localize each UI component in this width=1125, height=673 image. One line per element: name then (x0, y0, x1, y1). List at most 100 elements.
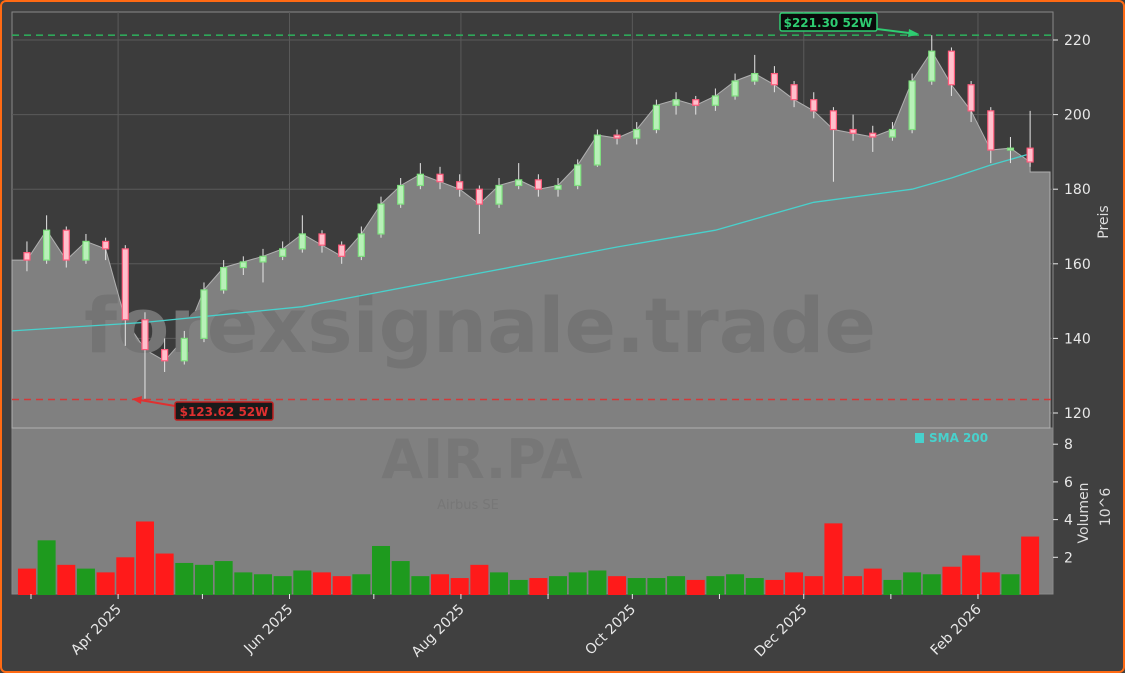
52w-lines (12, 34, 1053, 401)
candle-body (987, 110, 995, 151)
volume-bar (824, 523, 843, 595)
volume-bar (490, 572, 509, 595)
volume-tick-label: 4 (1064, 513, 1073, 529)
candle-body (456, 181, 464, 190)
volume-bar (155, 553, 174, 595)
candle-body (338, 244, 346, 257)
volume-bar (686, 579, 705, 595)
volume-bar (529, 578, 548, 595)
candle-body (298, 233, 306, 250)
volume-bar (1001, 574, 1020, 595)
candle-body (515, 179, 523, 187)
candle-body (102, 240, 110, 250)
candle-body (161, 348, 169, 362)
volume-bar (352, 574, 371, 595)
volume-bar (194, 564, 213, 595)
volume-axis-label: Volumen (1076, 483, 1092, 544)
candle-body (593, 134, 601, 166)
volume-bar (293, 570, 312, 595)
candle-body (62, 229, 70, 261)
candle-body (947, 50, 956, 86)
low-arrowhead (132, 396, 142, 404)
x-tick-label: Oct 2025 (582, 602, 639, 659)
candle-body (475, 188, 483, 205)
volume-bar (726, 574, 745, 595)
volume-bar (411, 576, 430, 595)
x-tick-label: Apr 2025 (68, 602, 125, 659)
candle-body (318, 233, 326, 246)
candle-body (692, 99, 700, 106)
volume-tick-label: 2 (1064, 550, 1073, 566)
candle-body (121, 248, 129, 321)
x-tick-label: Aug 2025 (409, 602, 468, 661)
price-tick-label: 160 (1064, 257, 1091, 273)
volume-bar (962, 555, 981, 595)
volume-bar (96, 572, 115, 595)
candle-body (554, 184, 562, 190)
legend-swatch (915, 433, 924, 443)
volume-bar (785, 572, 804, 595)
volume-bar (667, 576, 686, 595)
candle-body (751, 72, 759, 82)
volume-bar (273, 576, 292, 595)
candle-body (770, 72, 779, 86)
volume-bar (804, 576, 823, 595)
volume-bar (17, 568, 36, 595)
volume-bar (568, 572, 587, 595)
volume-bar (627, 578, 646, 595)
volume-bar (922, 574, 941, 595)
volume-bar (37, 540, 56, 595)
volume-bar (844, 576, 863, 595)
x-tick-label: Feb 2026 (928, 601, 985, 658)
volume-bar (332, 576, 351, 595)
candle-body (397, 184, 405, 205)
candle-body (200, 289, 208, 340)
volume-bar (135, 521, 154, 595)
candle-body (534, 179, 542, 190)
x-tick-label: Dec 2025 (752, 602, 811, 661)
site-watermark: forexsignale.trade (84, 281, 876, 370)
candle-body (888, 128, 897, 138)
volume-bar (234, 572, 253, 595)
candle-body (436, 173, 444, 183)
volume-bar (942, 566, 961, 595)
candle-body (220, 266, 228, 291)
candle-body (1006, 147, 1015, 151)
volume-bar (450, 578, 469, 595)
volume-unit-label: 10^6 (1098, 488, 1114, 527)
annotations: $221.30 52W $123.62 52W (132, 12, 919, 421)
sma-200-line (11, 153, 1031, 332)
low-label-box (174, 401, 274, 421)
close-price-area (11, 50, 1051, 429)
candles (23, 35, 1034, 400)
candle-body (869, 132, 877, 138)
volume-bar (863, 568, 882, 595)
candle-body (633, 128, 641, 139)
price-tick-label: 220 (1064, 33, 1091, 49)
candle-body (239, 261, 247, 269)
candle-body (1026, 147, 1034, 163)
volume-bar (175, 562, 194, 595)
candle-body (711, 95, 720, 106)
candle-body (357, 233, 365, 257)
candle-body (810, 99, 818, 112)
candle-body (967, 84, 975, 112)
x-tick-label: Jun 2025 (241, 602, 297, 658)
candle-body (43, 229, 51, 261)
company-watermark: Airbus SE (437, 498, 499, 513)
volume-bar (470, 564, 489, 595)
candle-body (259, 255, 267, 263)
volume-bar (116, 557, 135, 595)
candle-body (790, 84, 798, 101)
candle-body (672, 99, 680, 106)
price-tick-label: 200 (1064, 108, 1091, 124)
candle-body (908, 80, 916, 131)
candle-body (23, 252, 31, 261)
price-tick-label: 180 (1064, 182, 1091, 198)
candle-body (731, 80, 739, 97)
volume-bar (253, 574, 272, 595)
legend-sma-200: SMA 200 (929, 431, 988, 445)
volume-bar (549, 576, 568, 595)
candle-body (849, 128, 857, 134)
